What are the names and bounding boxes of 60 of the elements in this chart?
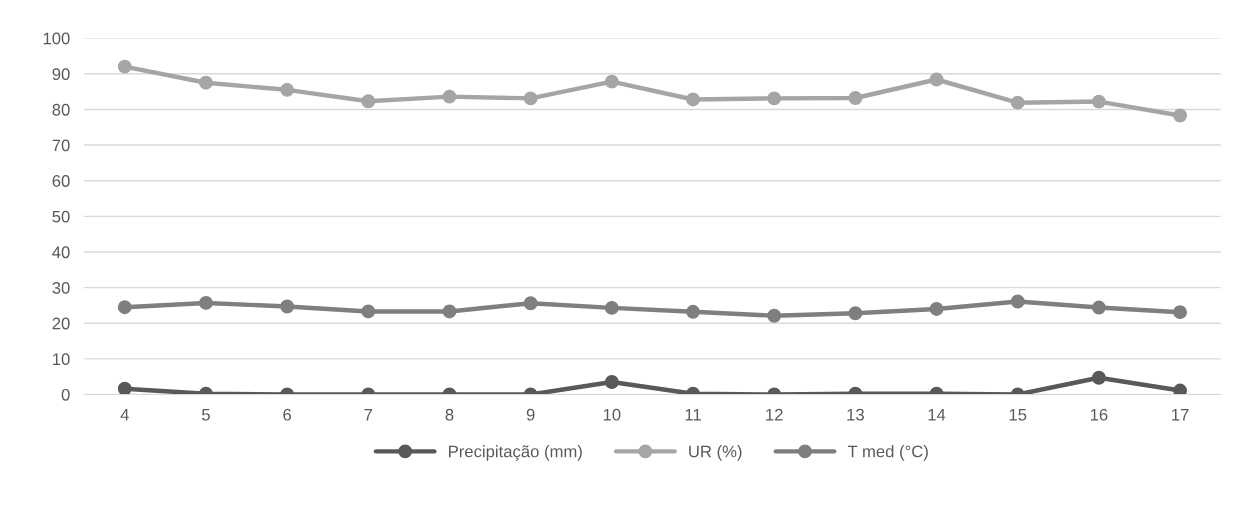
x-tick-label: 5 (201, 408, 210, 421)
x-tick-label: 13 (847, 408, 864, 421)
point (848, 91, 863, 105)
point (280, 299, 295, 314)
point (361, 94, 376, 109)
legend-label: UR (%) (689, 445, 742, 461)
point (686, 92, 700, 107)
point (1010, 294, 1025, 309)
y-tick-label: 60 (52, 175, 70, 187)
point (1173, 305, 1188, 320)
point (280, 82, 295, 97)
x-tick-label: 11 (685, 408, 701, 421)
point (117, 381, 132, 395)
point (442, 304, 457, 319)
point (117, 59, 132, 74)
point (1091, 300, 1106, 315)
point (767, 91, 782, 106)
y-tick-label: 100 (43, 32, 70, 45)
point (604, 375, 619, 389)
point (1173, 108, 1188, 123)
point (117, 300, 132, 315)
y-tick-label: 40 (52, 246, 70, 259)
y-tick-label: 0 (61, 388, 70, 401)
x-tick-label: 15 (1009, 408, 1027, 421)
point (361, 304, 376, 319)
point (1091, 94, 1106, 109)
y-tick-label: 70 (52, 139, 70, 152)
point (929, 302, 944, 316)
x-tick-label: 9 (526, 408, 535, 421)
y-tick-label: 10 (53, 353, 70, 366)
point (686, 304, 700, 319)
point (1010, 95, 1025, 110)
legend-label: T med (°C) (847, 445, 928, 461)
x-tick-label: 17 (1172, 408, 1189, 421)
x-tick-label: 14 (928, 408, 946, 421)
point (442, 89, 457, 104)
y-tick-label: 90 (52, 68, 70, 81)
x-tick-label: 10 (603, 408, 621, 421)
y-tick-label: 80 (52, 103, 70, 116)
x-tick-label: 6 (283, 408, 292, 421)
point (523, 296, 538, 311)
legend-label: Precipitação (mm) (449, 445, 582, 461)
x-tick-label: 4 (120, 408, 129, 421)
point (767, 308, 782, 323)
point (1173, 383, 1188, 395)
x-tick-label: 7 (364, 408, 373, 421)
x-tick-label: 12 (766, 408, 783, 421)
point (604, 74, 619, 89)
y-tick-label: 30 (52, 281, 70, 294)
point (199, 75, 213, 90)
y-tick-label: 20 (52, 317, 70, 330)
point (848, 306, 863, 321)
point (523, 91, 538, 106)
y-tick-label: 50 (52, 210, 70, 223)
point (1091, 370, 1106, 385)
x-tick-label: 8 (445, 408, 454, 421)
point (604, 300, 619, 315)
point (929, 72, 944, 87)
point (199, 295, 213, 310)
x-tick-label: 16 (1090, 408, 1108, 421)
